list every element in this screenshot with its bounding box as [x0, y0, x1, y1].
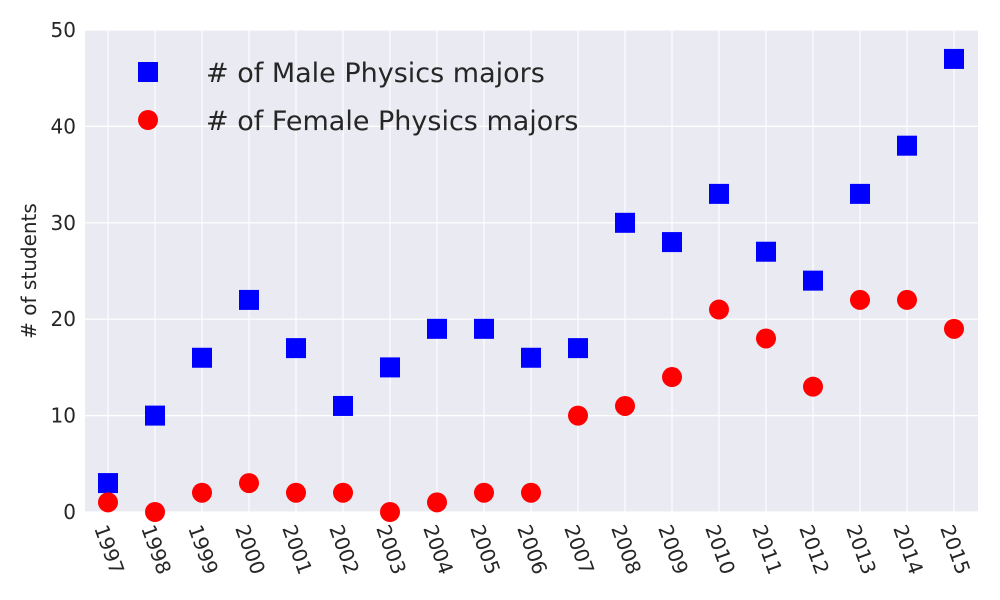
x-tick-label: 2008	[606, 522, 646, 578]
legend: # of Male Physics majors # of Female Phys…	[138, 58, 579, 137]
y-tick-label: 0	[63, 500, 76, 524]
female-data-point	[850, 289, 870, 310]
x-tick-label: 2010	[700, 522, 740, 578]
male-data-point	[850, 183, 870, 204]
female-data-point	[709, 299, 729, 320]
x-tick-label: 2015	[935, 522, 975, 578]
female-data-point	[192, 482, 212, 503]
male-data-point	[427, 318, 447, 339]
male-data-point	[897, 135, 917, 156]
x-tick-label: 2011	[747, 522, 787, 578]
y-tick-label: 10	[51, 404, 76, 428]
x-tick-label: 1998	[136, 522, 176, 578]
x-tick-label: 2001	[277, 522, 317, 578]
legend-label: # of Male Physics majors	[206, 58, 545, 89]
male-data-point	[662, 232, 682, 253]
male-data-point	[615, 212, 635, 233]
male-data-point	[944, 48, 964, 69]
female-data-point	[521, 482, 541, 503]
x-tick-label: 2002	[324, 522, 364, 578]
y-tick-label: 40	[51, 114, 76, 138]
legend-label: # of Female Physics majors	[206, 106, 579, 137]
female-data-point	[662, 367, 682, 388]
y-tick-label: 30	[51, 211, 76, 235]
male-data-point	[568, 338, 588, 359]
data-marks	[98, 48, 964, 522]
female-data-point	[568, 405, 588, 426]
male-data-point	[145, 405, 165, 426]
female-data-point	[756, 328, 776, 349]
x-tick-label: 2013	[841, 522, 881, 578]
male-series	[98, 48, 964, 494]
legend-marker	[138, 62, 158, 82]
x-tick-label: 2005	[465, 522, 505, 578]
male-data-point	[521, 347, 541, 368]
x-tick-labels: 1997 1998 1999 2000 2001 2002 2003 2004 2005 2006…	[89, 522, 975, 578]
male-data-point	[192, 347, 212, 368]
x-tick-label: 2003	[371, 522, 411, 578]
female-data-point	[145, 502, 165, 522]
male-data-point	[709, 183, 729, 204]
female-data-point	[286, 482, 306, 503]
female-data-point	[615, 395, 635, 416]
x-tick-label: 2009	[653, 522, 693, 578]
female-data-point	[239, 473, 259, 494]
legend-item: # of Female Physics majors	[138, 106, 579, 137]
female-data-point	[427, 492, 447, 513]
female-data-point	[897, 289, 917, 310]
female-data-point	[944, 318, 964, 339]
male-data-point	[286, 338, 306, 359]
female-series	[98, 289, 964, 522]
female-data-point	[474, 482, 494, 503]
female-data-point	[380, 502, 400, 522]
legend-item: # of Male Physics majors	[138, 58, 545, 89]
male-data-point	[98, 473, 118, 494]
x-tick-label: 2004	[418, 522, 458, 578]
x-tick-label: 1999	[183, 522, 223, 578]
male-data-point	[239, 289, 259, 310]
x-tick-label: 2006	[512, 522, 552, 578]
male-data-point	[333, 395, 353, 416]
male-data-point	[474, 318, 494, 339]
male-data-point	[803, 270, 823, 291]
x-tick-label: 2012	[794, 522, 834, 578]
y-tick-label: 20	[51, 307, 76, 331]
x-tick-label: 1997	[89, 522, 129, 578]
x-tick-label: 2014	[888, 522, 928, 578]
female-data-point	[803, 376, 823, 397]
male-data-point	[380, 357, 400, 378]
male-data-point	[756, 241, 776, 262]
y-tick-labels: 0 10 20 30 40 50	[51, 18, 76, 524]
x-tick-label: 2007	[559, 522, 599, 578]
legend-marker	[138, 110, 158, 130]
y-axis-label: # of students	[17, 203, 41, 339]
female-data-point	[333, 482, 353, 503]
female-data-point	[98, 492, 118, 513]
y-tick-label: 50	[51, 18, 76, 42]
x-tick-label: 2000	[230, 522, 270, 578]
